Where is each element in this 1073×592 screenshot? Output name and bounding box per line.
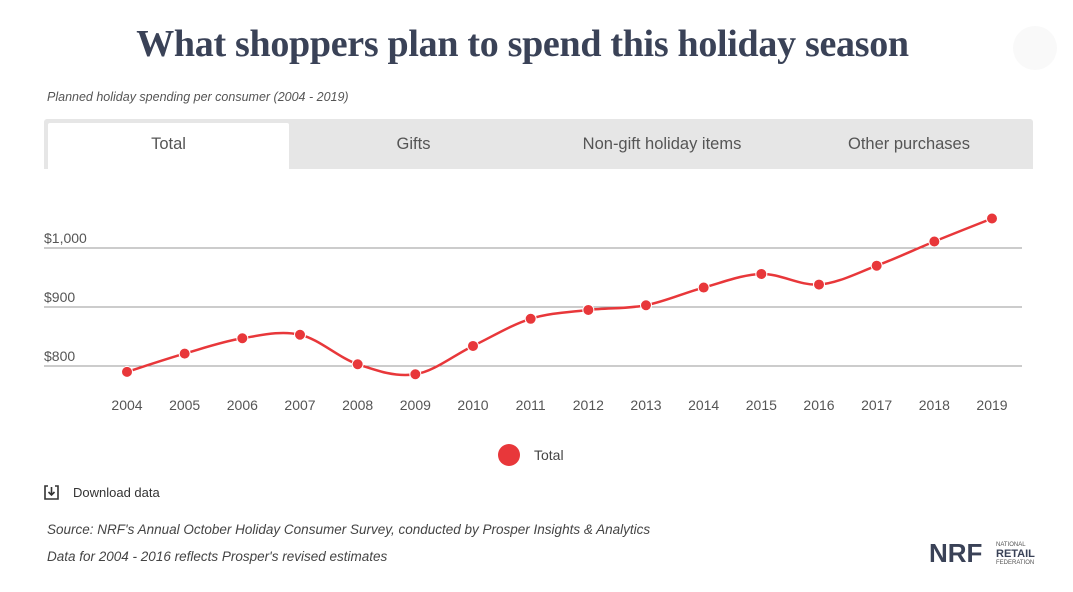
menu-button[interactable] [1013,26,1057,70]
data-point [178,347,191,360]
x-tick-label: 2004 [111,397,142,413]
legend-label: Total [534,447,564,463]
x-tick-label: 2010 [457,397,488,413]
x-tick-label: 2014 [688,397,719,413]
tab-total[interactable]: Total [48,123,289,169]
data-point [986,212,998,225]
x-tick-label: 2018 [919,397,950,413]
legend-marker [498,444,520,466]
data-point [351,358,364,371]
x-tick-label: 2009 [400,397,431,413]
x-tick-label: 2019 [976,397,1007,413]
logo-line3: FEDERATION [996,560,1034,566]
chart-title: What shoppers plan to spend this holiday… [136,23,909,65]
data-point [121,365,133,378]
revision-note: Data for 2004 - 2016 reflects Prosper's … [47,549,388,564]
data-point [524,312,537,325]
tab-other-purchases[interactable]: Other purchases [848,135,970,153]
data-point [928,235,941,248]
tab-gifts[interactable]: Gifts [396,135,431,153]
logo-mark: NRF [929,538,982,568]
x-tick-label: 2012 [573,397,604,413]
download-label: Download data [73,484,160,500]
x-tick-label: 2017 [861,397,892,413]
x-tick-label: 2007 [284,397,315,413]
tab-non-gift-holiday-items[interactable]: Non-gift holiday items [582,135,742,153]
y-tick-label: $900 [44,289,75,305]
x-tick-label: 2013 [630,397,661,413]
data-point [755,267,768,280]
line-chart: $800 $900 $1,000 2004 2005 2006 2007 2008 2009 20… [44,212,1022,413]
x-tick-label: 2006 [227,397,258,413]
x-tick-label: 2005 [169,397,200,413]
tab-bar: Total Gifts Non-gift holiday items Other… [44,119,1033,169]
x-tick-label: 2016 [803,397,834,413]
x-tick-label: 2011 [516,397,546,413]
download-icon [44,484,59,500]
series-line-total [126,217,993,377]
logo-line1: NATIONAL [996,542,1026,548]
data-point [236,332,249,345]
source-note: Source: NRF's Annual October Holiday Con… [47,522,651,537]
x-tick-label: 2015 [746,397,777,413]
legend-item-total[interactable]: Total [498,444,564,466]
y-tick-label: $1,000 [44,230,87,246]
data-point [813,278,825,291]
x-tick-label: 2008 [342,397,373,413]
download-data-button[interactable]: Download data [44,482,160,502]
data-point [870,259,883,272]
data-point [409,368,422,381]
data-point [294,328,306,341]
y-tick-label: $800 [44,348,75,364]
logo-line2: RETAIL [996,548,1035,560]
data-point [582,303,595,316]
data-point [467,339,479,352]
nrf-logo: NRF NATIONAL RETAIL FEDERATION [929,538,1035,568]
data-point [697,281,710,294]
data-point [640,299,652,312]
chart-subtitle: Planned holiday spending per consumer (2… [47,90,349,104]
